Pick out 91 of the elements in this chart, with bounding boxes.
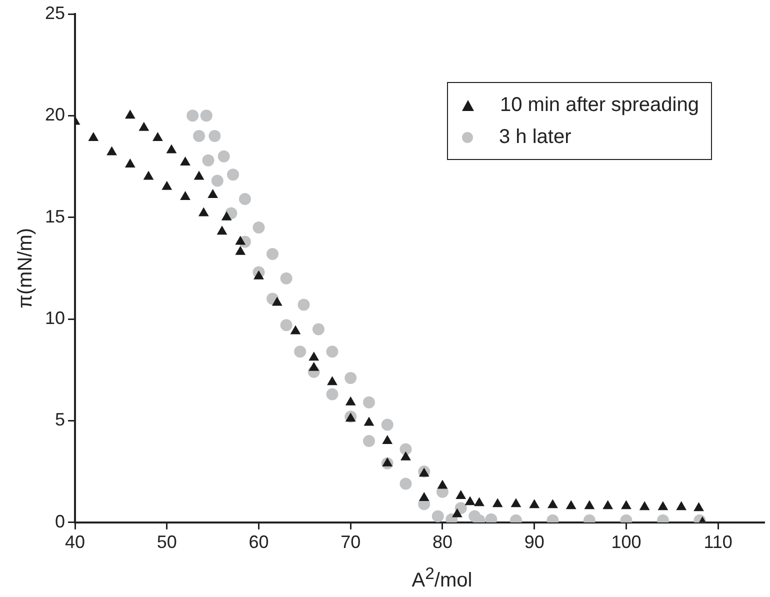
x-tick-label: 40 — [65, 532, 86, 552]
point — [280, 272, 292, 284]
point — [298, 298, 310, 311]
x-tick-label: 90 — [524, 532, 544, 552]
point — [602, 500, 614, 510]
point — [166, 144, 177, 154]
point — [124, 158, 136, 168]
point — [400, 443, 412, 456]
point — [180, 156, 190, 166]
point — [474, 497, 484, 506]
point — [162, 180, 172, 190]
point — [658, 501, 668, 510]
point — [437, 480, 448, 489]
point — [138, 122, 150, 131]
point — [290, 325, 301, 334]
point — [621, 500, 632, 510]
point — [186, 110, 199, 122]
point — [235, 236, 246, 245]
point — [468, 510, 481, 522]
point — [208, 130, 221, 142]
point — [548, 499, 558, 508]
point — [211, 174, 224, 187]
point — [218, 150, 230, 162]
point — [464, 496, 476, 506]
point — [193, 130, 206, 142]
point — [432, 510, 444, 522]
y-tick-label: 20 — [44, 104, 66, 125]
point — [124, 110, 136, 119]
y-tick-label: 15 — [44, 206, 66, 226]
point — [345, 396, 356, 406]
x-tick-label: 100 — [611, 532, 642, 552]
point — [326, 346, 338, 358]
x-tick-label: 60 — [248, 532, 269, 552]
point — [152, 132, 163, 142]
point — [312, 323, 324, 336]
point — [510, 498, 522, 508]
point — [382, 435, 393, 444]
point — [308, 352, 320, 361]
point — [362, 396, 375, 408]
point — [180, 191, 190, 200]
point — [456, 490, 466, 499]
y-tick-label: 25 — [44, 2, 66, 23]
point — [418, 492, 430, 501]
point — [381, 418, 394, 431]
point — [106, 146, 117, 156]
point — [584, 500, 595, 510]
legend-label: 3 h later — [498, 126, 572, 148]
point — [344, 372, 357, 384]
y-tick-label: 10 — [44, 308, 66, 328]
point — [266, 248, 279, 260]
point — [198, 207, 209, 216]
x-tick-label: 80 — [432, 532, 452, 552]
x-tick-label: 50 — [156, 532, 177, 552]
point — [227, 168, 240, 181]
point — [400, 478, 412, 490]
x-tick-label: 110 — [704, 532, 732, 552]
point — [326, 388, 338, 400]
point — [208, 188, 218, 198]
point — [566, 500, 576, 510]
point — [254, 270, 264, 280]
point — [452, 508, 462, 518]
y-tick-label: 0 — [55, 511, 66, 532]
point — [492, 498, 503, 508]
point — [308, 362, 320, 371]
y-axis-title: π(mN/m) — [14, 228, 37, 308]
point — [88, 132, 99, 142]
point — [202, 154, 214, 166]
point — [694, 502, 704, 512]
point — [272, 296, 282, 306]
x-tick-label: 70 — [340, 532, 361, 552]
point — [639, 501, 650, 510]
point — [221, 211, 232, 220]
point — [676, 501, 687, 510]
point — [235, 246, 246, 255]
point — [364, 416, 374, 426]
point — [200, 110, 212, 122]
point — [400, 451, 411, 460]
point — [382, 457, 393, 466]
point — [327, 376, 338, 386]
point — [294, 346, 306, 358]
point — [238, 193, 251, 206]
point — [216, 226, 228, 235]
point — [529, 499, 540, 508]
point — [252, 222, 265, 234]
y-tick-label: 5 — [55, 410, 66, 430]
point — [362, 435, 375, 448]
point — [280, 319, 292, 332]
legend-label: 10 min after spreading — [500, 94, 699, 116]
x-axis-title: A$^{2}$/mol — [410, 564, 474, 593]
point — [194, 170, 204, 180]
point — [143, 170, 154, 180]
